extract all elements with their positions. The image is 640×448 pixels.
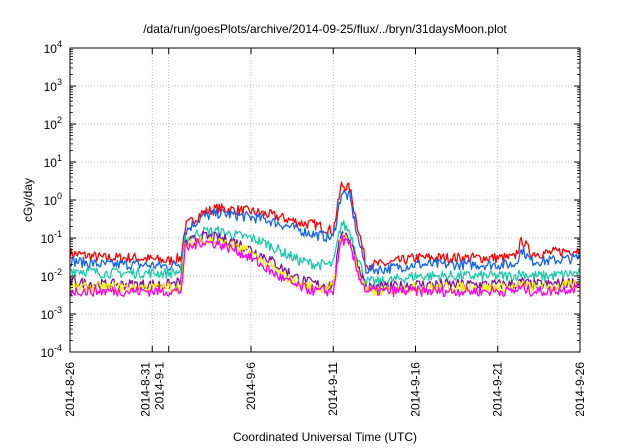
ticks <box>69 47 581 353</box>
series-line-1 <box>69 181 581 271</box>
x-tick-label: 2014-8-26 <box>63 362 77 417</box>
x-tick-label: 2014-8-31 <box>138 362 152 417</box>
x-tick-label: 2014-9-26 <box>573 362 587 417</box>
y-tick-label: 10-2 <box>41 267 62 284</box>
x-tick-label: 2014-9-11 <box>326 362 340 416</box>
y-tick-label: 10-4 <box>41 343 62 360</box>
series-layer <box>69 181 581 298</box>
y-tick-label: 101 <box>44 153 62 170</box>
y-tick-labels: 10-4 10-3 10-2 10-1 100 101 102 103 104 <box>41 39 62 360</box>
x-axis-label: Coordinated Universal Time (UTC) <box>233 430 417 444</box>
y-axis-label: cGy/day <box>21 178 35 222</box>
series-line-3 <box>69 219 581 288</box>
series-line-2 <box>69 190 581 276</box>
y-tick-label: 104 <box>44 39 62 56</box>
y-tick-label: 10-3 <box>41 305 62 322</box>
grid <box>70 48 580 352</box>
y-tick-label: 100 <box>44 191 62 208</box>
x-tick-label: 2014-9-1 <box>152 362 166 410</box>
x-tick-label: 2014-9-6 <box>244 362 258 410</box>
series-line-6 <box>69 234 581 298</box>
x-tick-labels: 2014-8-26 2014-8-31 2014-9-1 2014-9-6 2014-9… <box>63 362 587 417</box>
chart-title: /data/run/goesPlots/archive/2014-09-25/f… <box>143 22 507 36</box>
y-tick-label: 10-1 <box>41 229 62 246</box>
x-tick-label: 2014-9-21 <box>491 362 505 417</box>
y-tick-label: 102 <box>44 115 62 132</box>
y-tick-label: 103 <box>44 77 62 94</box>
x-tick-label: 2014-9-16 <box>408 362 422 417</box>
